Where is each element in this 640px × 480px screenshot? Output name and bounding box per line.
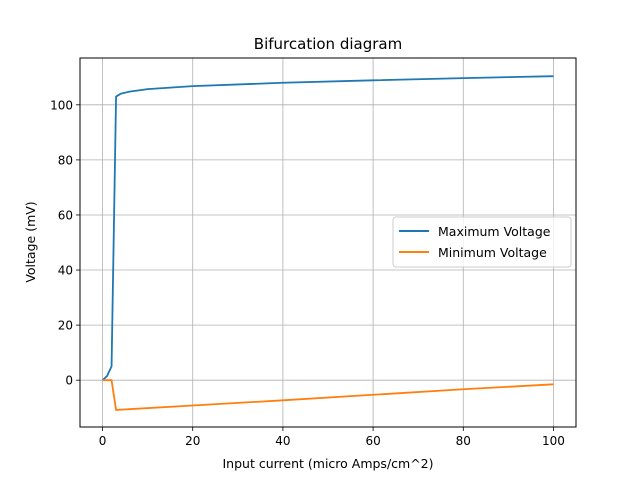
x-tick-label: 20 (185, 434, 200, 448)
legend-label-minimum-voltage: Minimum Voltage (438, 245, 547, 260)
series-lines (101, 75, 554, 411)
x-axis: 0 20 40 60 80 100 (99, 427, 565, 448)
y-tick-label: 60 (58, 208, 73, 222)
y-tick-label: 100 (50, 98, 73, 112)
legend-label-maximum-voltage: Maximum Voltage (438, 224, 551, 239)
y-tick-label: 40 (58, 264, 73, 278)
chart-title: Bifurcation diagram (254, 35, 402, 53)
x-tick-label: 60 (365, 434, 380, 448)
series-line-maximum-voltage (101, 75, 554, 381)
plot-frame (79, 57, 577, 428)
legend-box (392, 216, 572, 268)
x-axis-label: Input current (micro Amps/cm^2) (222, 456, 433, 471)
x-tick-label: 40 (275, 434, 290, 448)
y-axis: 0 20 40 60 80 100 (50, 98, 80, 388)
x-tick-label: 100 (542, 434, 565, 448)
y-axis-label: Voltage (mV) (23, 201, 38, 282)
grid (80, 58, 576, 427)
y-tick-label: 0 (65, 374, 73, 388)
x-tick-label: 80 (456, 434, 471, 448)
legend: Maximum Voltage Minimum Voltage (392, 216, 572, 268)
series-line-minimum-voltage (102, 379, 554, 411)
y-tick-label: 20 (58, 319, 73, 333)
y-tick-label: 80 (58, 153, 73, 167)
x-tick-label: 0 (99, 434, 107, 448)
